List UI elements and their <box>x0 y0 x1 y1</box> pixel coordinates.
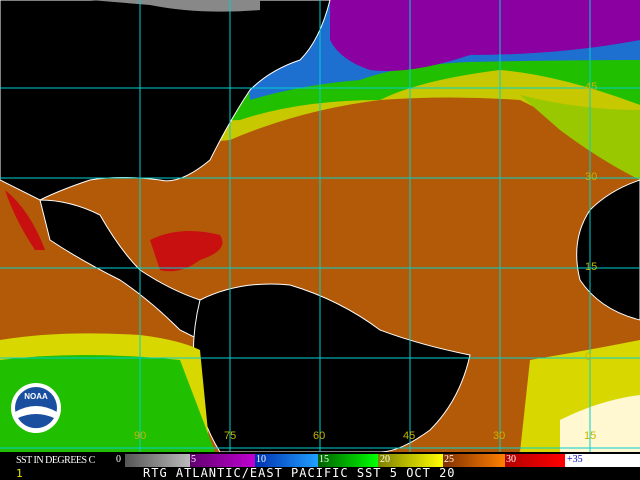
frame-number: 1 <box>16 467 23 480</box>
lon-label-30: 30 <box>493 430 506 442</box>
legend-tick: +35 <box>567 454 583 465</box>
map-canvas: NOAA <box>0 0 640 452</box>
noaa-logo: NOAA <box>11 383 61 433</box>
ocean-purple <box>330 0 640 71</box>
lon-label-90: 90 <box>134 430 147 442</box>
south-atlantic-pale <box>560 395 640 452</box>
legend-tick: 5 <box>191 454 196 465</box>
lon-label-15: 15 <box>584 430 597 442</box>
lon-label-45: 45 <box>403 430 416 442</box>
africa-land <box>576 179 640 321</box>
legend-tick: 0 <box>116 454 121 465</box>
legend-swatch-25 <box>443 454 505 467</box>
legend-swatch-20 <box>378 454 443 467</box>
legend-swatch-5 <box>190 454 255 467</box>
svg-text:NOAA: NOAA <box>24 392 48 401</box>
gulf-california-warm <box>5 190 45 250</box>
legend-tick: 15 <box>319 454 329 465</box>
graticule <box>0 0 640 452</box>
legend-tick: 30 <box>506 454 516 465</box>
legend-swatch-10 <box>255 454 318 467</box>
color-legend: SST IN DEGREES C 0 5 10 15 20 25 30 +35 <box>0 452 640 468</box>
legend-tick: 20 <box>380 454 390 465</box>
legend-swatch-15 <box>318 454 378 467</box>
legend-swatch-30 <box>505 454 565 467</box>
legend-tick: 10 <box>256 454 266 465</box>
caribbean-warm <box>150 231 223 272</box>
lon-label-75: 75 <box>224 430 237 442</box>
legend-tick: 25 <box>444 454 454 465</box>
legend-swatch-0 <box>125 454 190 467</box>
hudson-region <box>90 0 260 12</box>
lat-label-0: 0 <box>585 351 592 363</box>
lat-label-15: 15 <box>585 261 598 273</box>
north-america-land <box>0 0 331 201</box>
ocean-yellowgreen <box>520 95 640 180</box>
legend-swatch-35 <box>565 454 640 467</box>
lon-label-60: 60 <box>313 430 326 442</box>
map-title: RTG ATLANTIC/EAST PACIFIC SST 5 OCT 20 <box>143 466 456 480</box>
lat-label-30: 30 <box>585 171 598 183</box>
lat-label-45: 45 <box>585 81 598 93</box>
legend-title: SST IN DEGREES C <box>16 455 95 466</box>
pacific-green <box>0 355 215 452</box>
footer-bar: 1 RTG ATLANTIC/EAST PACIFIC SST 5 OCT 20 <box>0 466 640 480</box>
